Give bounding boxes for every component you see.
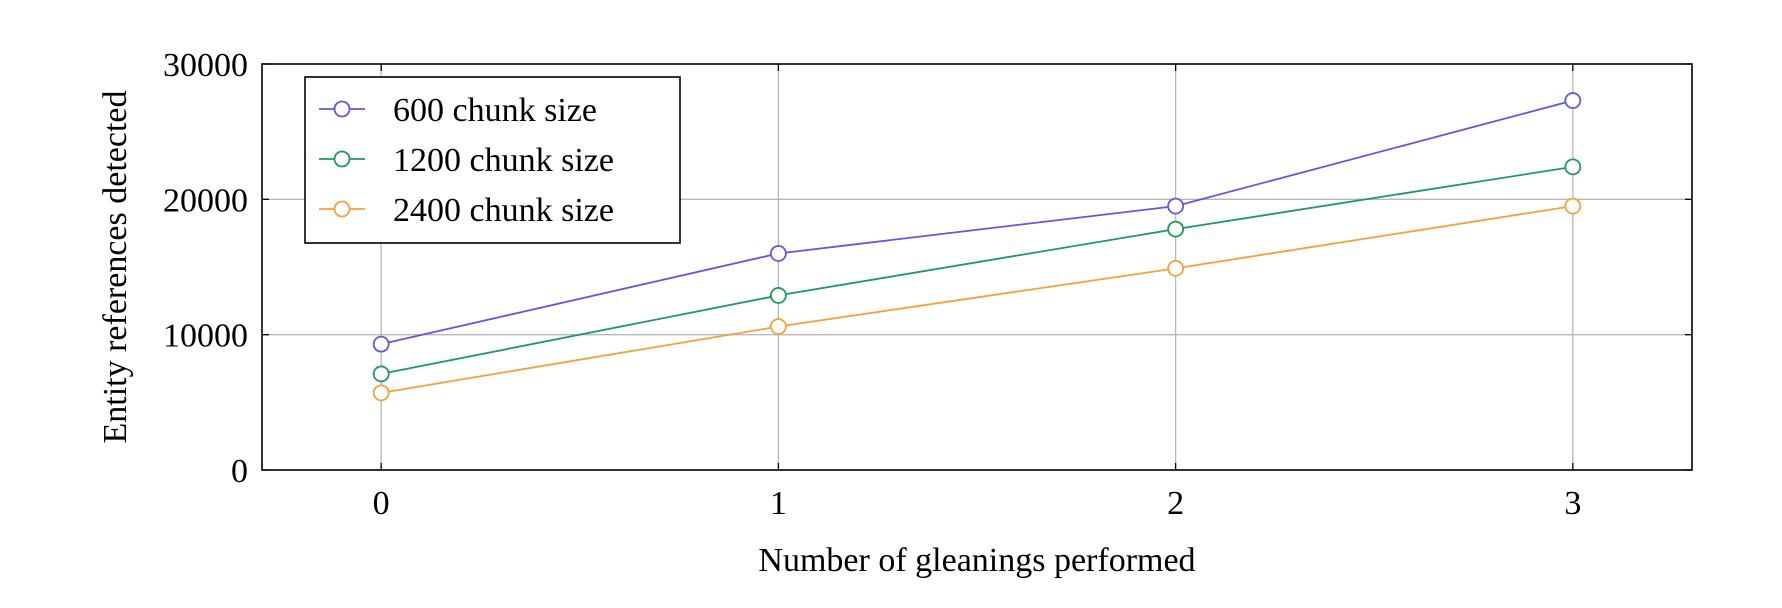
data-point [1167,197,1185,215]
legend-item: 600 chunk size [319,92,597,129]
legend-marker [333,100,351,118]
data-point [372,335,390,353]
legend-item: 1200 chunk size [319,142,614,179]
x-axis-title: Number of gleanings performed [758,542,1195,579]
y-tick-label: 20000 [163,182,248,219]
y-tick-label: 10000 [163,318,248,355]
data-point [1564,92,1582,109]
legend-label: 600 chunk size [393,92,597,129]
y-tick-label: 0 [231,453,248,490]
data-point [769,245,787,262]
x-tick-label: 1 [770,485,787,522]
series-line-2 [381,205,1573,394]
data-point [769,287,787,304]
legend-marker [333,150,351,168]
legend: 600 chunk size 1200 chunk size 2400 chunk … [304,76,681,244]
data-point [1167,220,1185,238]
series-line-0 [380,99,1574,346]
y-tick-label: 30000 [163,47,248,84]
legend-marker [333,200,351,218]
axis-ticks: 0 1 2 3 0 10000 20000 30000 [163,47,1692,522]
data-point [372,365,390,383]
legend-item: 2400 chunk size [319,192,614,229]
x-tick-label: 0 [373,485,390,522]
x-tick-label: 3 [1564,485,1581,522]
plot-area [261,63,1693,471]
series-lines [372,92,1582,402]
x-tick-label: 2 [1167,485,1184,522]
data-point [1167,259,1185,277]
data-point [1564,197,1582,215]
legend-label: 2400 chunk size [393,192,614,229]
data-point [372,384,390,402]
data-point [1564,158,1582,176]
legend-box [304,76,681,244]
data-point [769,318,787,335]
series-line-1 [380,165,1573,375]
y-axis-title: Entity references detected [97,90,134,443]
legend-label: 1200 chunk size [393,142,614,179]
